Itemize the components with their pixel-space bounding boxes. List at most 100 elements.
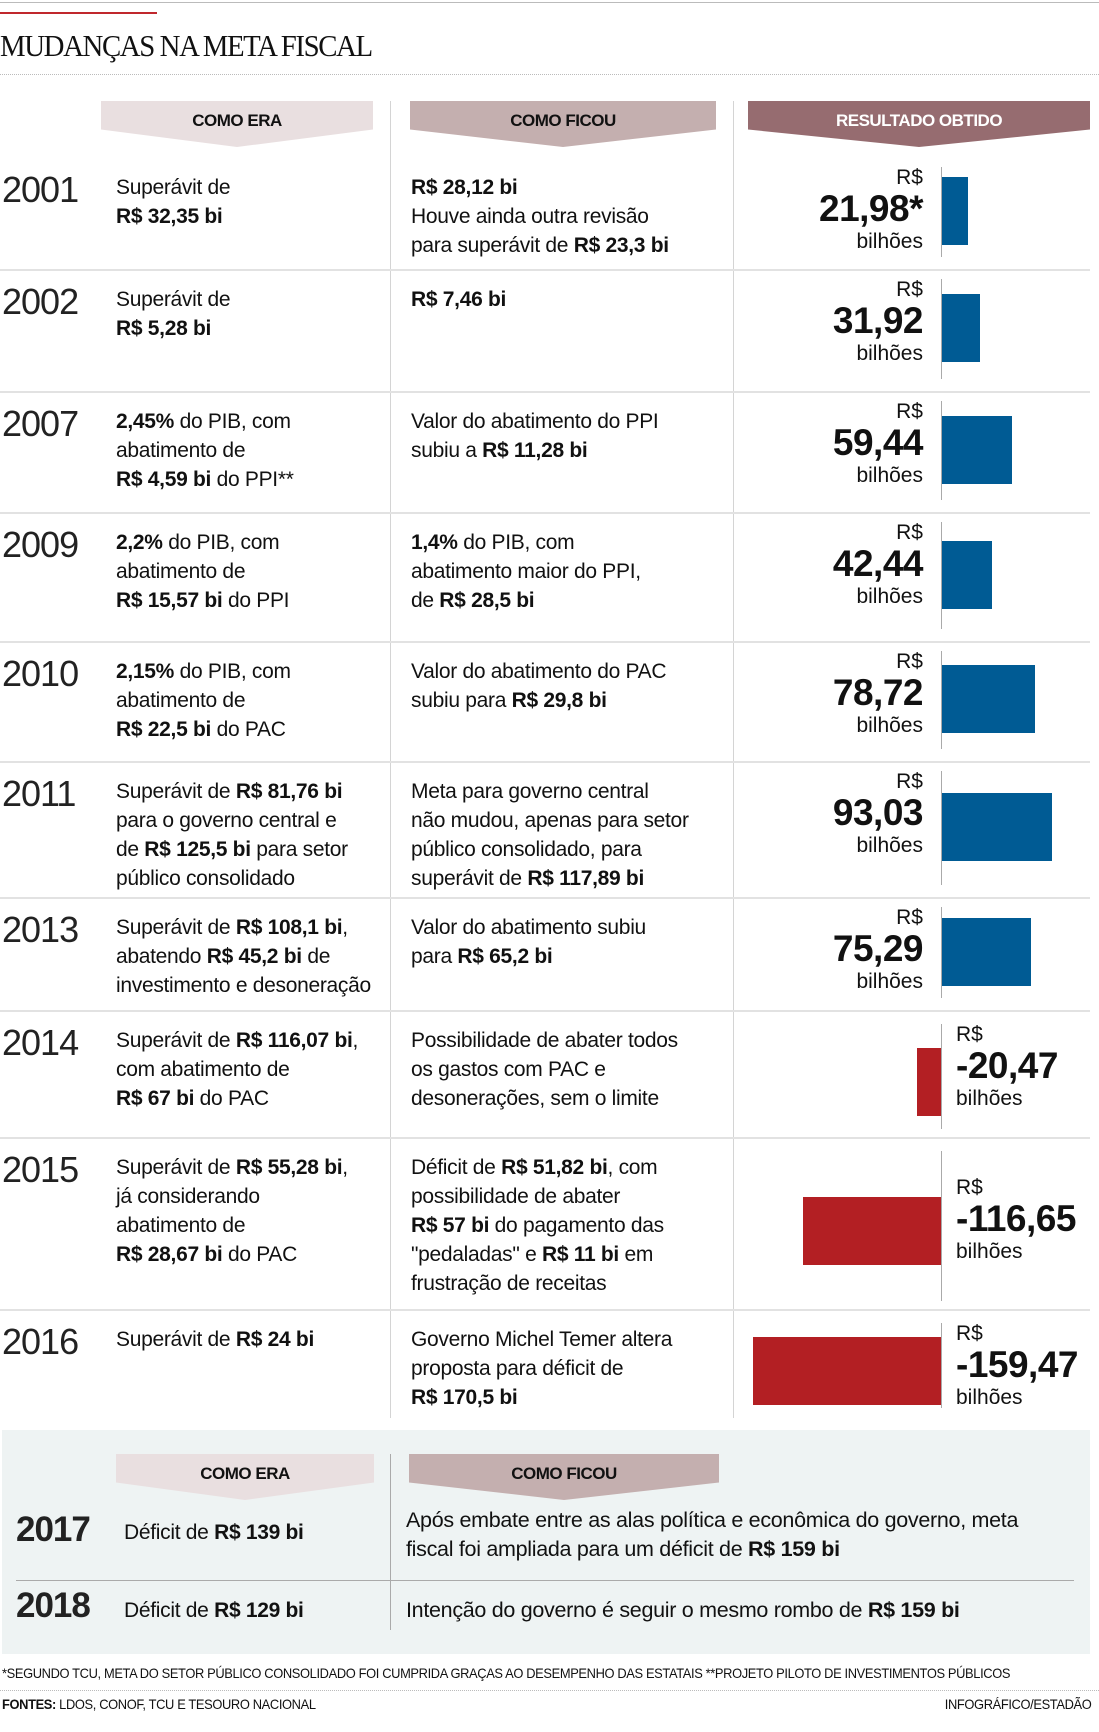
data-label: 93,03 xyxy=(832,792,924,833)
bold-text: R$ 28,12 bi xyxy=(411,176,518,199)
bar-2007 xyxy=(942,416,1013,484)
text: do PIB, com xyxy=(174,410,291,433)
result-value: R$ -116,65 bilhões xyxy=(956,1177,1076,1262)
bar-axis xyxy=(941,522,942,629)
bar-2011 xyxy=(942,793,1052,861)
text: de xyxy=(301,945,331,968)
text: Intenção do governo é seguir o mesmo rom… xyxy=(406,1598,868,1622)
table-row: 2015 Superávit de R$ 55,28 bi, já conside… xyxy=(0,1139,1090,1311)
text: para setor xyxy=(250,838,348,861)
header-resultado: RESULTADO OBTIDO xyxy=(748,101,1090,147)
bold-text: R$ 22,5 bi xyxy=(116,718,212,741)
bar-2002 xyxy=(942,294,980,362)
text: de xyxy=(411,589,440,612)
result-value: R$ 21,98* bilhões xyxy=(819,167,924,253)
bold-text: R$ 57 bi xyxy=(411,1214,490,1237)
text: abatendo xyxy=(116,945,207,968)
text: do PIB, com xyxy=(457,531,575,554)
bold-text: R$ 28,5 bi xyxy=(439,589,535,612)
unit-label: bilhões xyxy=(856,342,923,365)
sources: FONTES: LDOS, CONOF, TCU E TESOURO NACIO… xyxy=(2,1696,316,1712)
bold-text: R$ 5,28 bi xyxy=(116,317,212,340)
bar-axis xyxy=(941,279,942,379)
como-ficou-cell: Meta para governo central não mudou, apen… xyxy=(411,777,689,893)
result-value: R$ 59,44 bilhões xyxy=(833,401,924,486)
text: abatimento de xyxy=(116,560,246,583)
como-ficou-cell: Valor do abatimento subiu para R$ 65,2 bi xyxy=(411,913,646,971)
bar-axis xyxy=(941,1323,942,1408)
result-value: R$ 78,72 bilhões xyxy=(832,650,924,736)
bar-2009 xyxy=(942,541,993,609)
text: , xyxy=(342,916,348,939)
column-divider xyxy=(733,101,734,1418)
bold-text: R$ 11,28 bi xyxy=(482,439,588,462)
text: possibilidade de abater xyxy=(411,1185,621,1208)
data-label: -116,65 xyxy=(956,1198,1076,1239)
como-ficou-cell: Déficit de R$ 51,82 bi, com possibilidade… xyxy=(411,1153,664,1298)
text: do PAC xyxy=(211,718,286,741)
year: 2016 xyxy=(2,1321,79,1362)
unit-label: bilhões xyxy=(856,834,923,857)
bar-2001 xyxy=(942,177,968,245)
data-label: 78,72 xyxy=(832,672,924,713)
unit-label: bilhões xyxy=(956,1240,1023,1263)
bold-text: R$ 55,28 bi xyxy=(235,1156,343,1179)
como-ficou-cell: 1,4% do PIB, com abatimento maior do PPI,… xyxy=(411,528,641,615)
text: do PAC xyxy=(222,1243,297,1266)
year: 2010 xyxy=(2,653,79,694)
como-ficou-cell: Valor do abatimento do PAC subiu para R$ … xyxy=(411,657,667,715)
bold-text: R$ 65,2 bi xyxy=(457,945,553,968)
text: Valor do abatimento do PAC xyxy=(411,660,667,683)
bold-text: 2,45% xyxy=(116,410,175,433)
year: 2011 xyxy=(2,773,76,814)
como-era-cell: 2,2% do PIB, com abatimento de R$ 15,57 bi… xyxy=(116,528,290,615)
currency-label: R$ xyxy=(896,650,923,673)
table-row: 2013 Superávit de R$ 108,1 bi, abatendo R… xyxy=(0,899,1090,1012)
bar-axis xyxy=(941,771,942,885)
text: frustração de receitas xyxy=(411,1272,607,1295)
text: Superávit de xyxy=(116,780,236,803)
text: do PIB, com xyxy=(174,660,291,683)
unit-label: bilhões xyxy=(856,970,923,993)
bold-text: R$ 125,5 bi xyxy=(144,838,251,861)
text: do pagamento das xyxy=(489,1214,664,1237)
text: Governo Michel Temer altera xyxy=(411,1328,673,1351)
bar-2014 xyxy=(916,1048,941,1116)
result-value: R$ -159,47 bilhões xyxy=(956,1322,1079,1408)
text: Superávit de xyxy=(116,1029,236,1052)
currency-label: R$ xyxy=(956,1322,983,1345)
page-title: MUDANÇAS NA META FISCAL xyxy=(0,28,373,63)
unit-label: bilhões xyxy=(856,585,923,608)
future-goals-panel: COMO ERA COMO FICOU 2017 Déficit de R$ 1… xyxy=(2,1430,1090,1654)
bar-axis xyxy=(941,1024,942,1129)
result-value: R$ -20,47 bilhões xyxy=(956,1024,1058,1109)
como-era-cell: Superávit de R$ 55,28 bi, já considerando… xyxy=(116,1153,348,1269)
text: investimento e desoneração xyxy=(116,974,371,997)
unit-label: bilhões xyxy=(856,230,923,253)
text: superávit de xyxy=(411,867,528,890)
year: 2017 xyxy=(16,1510,91,1549)
table-row: 2009 2,2% do PIB, com abatimento de R$ 15,… xyxy=(0,514,1090,643)
data-label: -20,47 xyxy=(956,1045,1058,1086)
text: em xyxy=(618,1243,654,1266)
bar-2010 xyxy=(942,665,1035,733)
result-value: R$ 93,03 bilhões xyxy=(832,771,924,857)
bold-text: R$ 23,3 bi xyxy=(573,234,669,257)
bar-2015 xyxy=(803,1197,941,1265)
future-row: 2018 Déficit de R$ 129 bi Intenção do go… xyxy=(2,1580,1090,1660)
text: com abatimento de xyxy=(116,1058,290,1081)
bold-text: 1,4% xyxy=(411,531,458,554)
currency-label: R$ xyxy=(896,521,923,544)
text: subiu a xyxy=(411,439,483,462)
text: Superávit de xyxy=(116,1156,236,1179)
como-ficou-cell: Após embate entre as alas política e eco… xyxy=(406,1506,1018,1564)
year: 2001 xyxy=(2,169,79,210)
unit-label: bilhões xyxy=(956,1087,1023,1110)
bold-text: R$ 108,1 bi xyxy=(235,916,343,939)
footer-divider xyxy=(0,1690,1099,1691)
como-era-cell: Superávit de R$ 24 bi xyxy=(116,1325,314,1354)
text: abatimento maior do PPI, xyxy=(411,560,641,583)
header-como-era: COMO ERA xyxy=(116,1454,374,1500)
year: 2015 xyxy=(2,1149,79,1190)
year: 2014 xyxy=(2,1022,79,1063)
